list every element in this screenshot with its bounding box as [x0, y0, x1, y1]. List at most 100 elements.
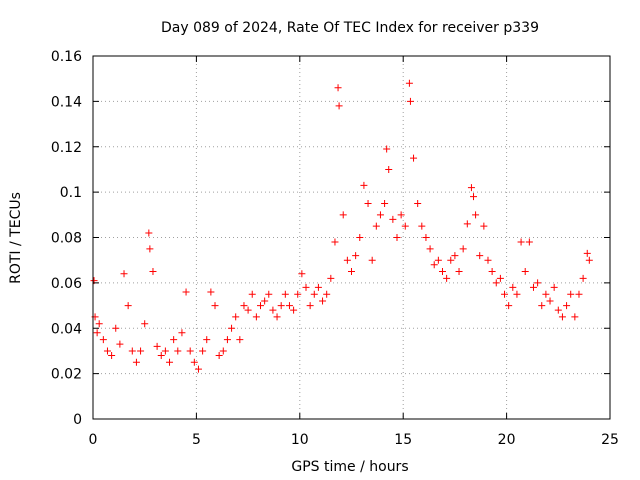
- data-point: [252, 313, 260, 321]
- data-point: [426, 245, 434, 253]
- data-point: [269, 306, 277, 314]
- data-point: [422, 234, 430, 241]
- data-point: [290, 306, 298, 314]
- data-point: [327, 274, 335, 282]
- chart-title: Day 089 of 2024, Rate Of TEC Index for r…: [161, 20, 539, 36]
- data-point: [166, 358, 174, 366]
- data-point: [406, 97, 414, 105]
- data-point: [124, 302, 132, 310]
- data-point: [546, 297, 554, 305]
- data-point: [261, 297, 269, 305]
- data-point: [128, 347, 136, 355]
- y-tick-label: 0.16: [51, 49, 82, 65]
- data-point: [265, 290, 273, 298]
- x-tick-label: 5: [192, 432, 201, 448]
- data-point: [372, 222, 380, 230]
- data-point: [281, 290, 289, 298]
- y-tick-label: 0.14: [51, 94, 82, 110]
- data-point: [141, 320, 149, 328]
- data-point: [509, 283, 517, 291]
- data-point: [389, 215, 397, 223]
- data-point: [376, 211, 384, 219]
- data-point: [335, 102, 343, 110]
- data-point: [132, 358, 140, 366]
- data-point: [472, 211, 480, 219]
- data-point: [194, 365, 202, 373]
- data-point: [554, 306, 562, 314]
- data-point: [496, 274, 504, 282]
- y-tick-label: 0.04: [51, 321, 82, 337]
- data-point: [513, 290, 521, 298]
- data-point: [240, 302, 248, 310]
- data-point: [463, 220, 471, 228]
- data-point: [285, 302, 293, 310]
- data-point: [223, 336, 231, 344]
- data-point: [418, 222, 426, 230]
- data-point: [430, 261, 438, 269]
- data-point: [153, 342, 161, 350]
- data-point: [120, 270, 128, 278]
- data-point: [174, 347, 182, 355]
- data-point: [505, 302, 513, 310]
- x-tick-label: 25: [601, 432, 619, 448]
- data-point: [310, 290, 318, 298]
- data-point: [434, 256, 442, 264]
- data-point: [538, 302, 546, 310]
- data-point: [383, 145, 391, 153]
- data-point: [352, 252, 360, 260]
- x-axis-label: GPS time / hours: [291, 459, 408, 475]
- data-point: [567, 290, 575, 298]
- data-point: [207, 288, 215, 296]
- data-point: [501, 290, 509, 298]
- data-point: [405, 79, 413, 87]
- data-point: [99, 336, 107, 344]
- data-point: [211, 302, 219, 310]
- data-point: [571, 313, 579, 321]
- data-point: [298, 270, 306, 278]
- y-tick-label: 0: [73, 412, 82, 428]
- data-point: [480, 222, 488, 230]
- data-point: [334, 84, 342, 92]
- x-tick-label: 20: [498, 432, 516, 448]
- data-point: [161, 347, 169, 355]
- data-point: [244, 306, 252, 314]
- data-point: [190, 358, 198, 366]
- data-point: [467, 184, 475, 192]
- x-tick-label: 0: [89, 432, 98, 448]
- data-point: [257, 302, 265, 310]
- data-point: [579, 274, 587, 282]
- x-tick-label: 15: [394, 432, 412, 448]
- y-axis-label: ROTI / TECUs: [8, 192, 24, 284]
- data-point: [492, 279, 500, 287]
- data-point: [455, 268, 463, 276]
- plot-frame: [92, 55, 611, 420]
- data-point: [331, 238, 339, 246]
- data-point: [550, 283, 558, 291]
- data-point: [215, 351, 223, 359]
- data-point: [145, 229, 153, 237]
- data-point: [108, 351, 116, 359]
- y-tick-label: 0.12: [51, 140, 82, 156]
- data-point: [451, 252, 459, 260]
- data-point: [438, 268, 446, 276]
- y-tick-label: 0.06: [51, 276, 82, 292]
- data-point: [116, 340, 124, 348]
- data-point: [585, 256, 593, 264]
- data-point: [203, 336, 211, 344]
- data-point: [103, 347, 111, 355]
- data-point: [273, 313, 281, 321]
- data-point: [529, 283, 537, 291]
- y-tick-label: 0.1: [60, 185, 82, 201]
- data-point: [393, 234, 401, 241]
- data-point: [381, 199, 389, 207]
- data-point: [339, 211, 347, 219]
- data-point: [525, 238, 533, 246]
- data-point: [95, 320, 103, 328]
- data-point: [459, 245, 467, 253]
- data-point: [476, 252, 484, 260]
- data-point: [443, 274, 451, 282]
- data-point: [534, 279, 542, 287]
- data-points: [90, 79, 593, 373]
- data-point: [470, 193, 478, 201]
